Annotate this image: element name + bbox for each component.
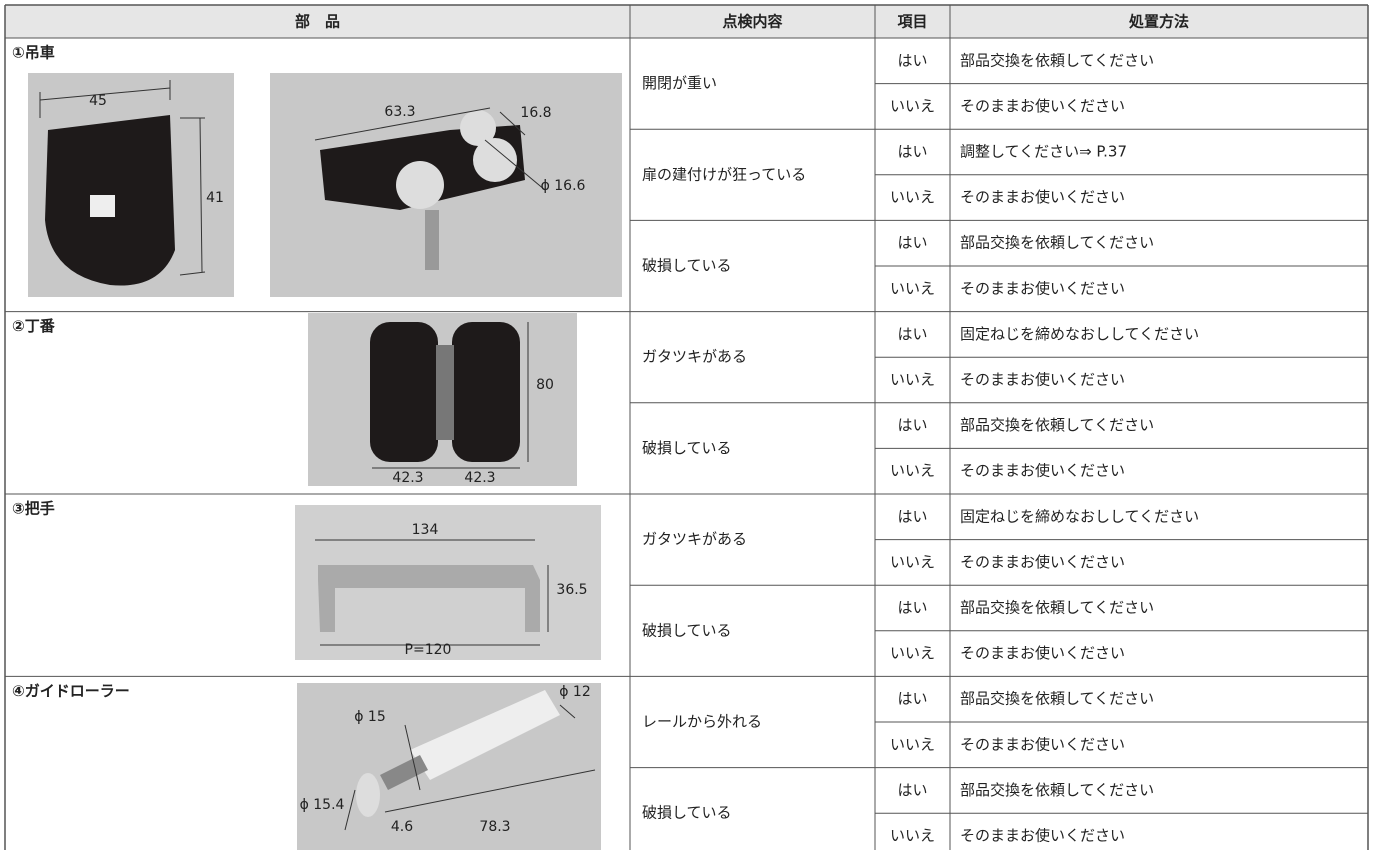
method-cell: そのままお使いください (960, 371, 1125, 389)
item-cell: はい (897, 325, 927, 343)
method-cell: 部品交換を依頼してください (960, 416, 1154, 434)
method-cell: そのままお使いください (960, 97, 1125, 115)
item-cell: いいえ (890, 188, 935, 206)
part-name: ②丁番 (12, 317, 56, 335)
check-content: 破損している (642, 804, 732, 822)
dimension-label: P=120 (405, 642, 452, 658)
check-content: ガタツキがある (642, 348, 747, 366)
method-cell: そのままお使いください (960, 827, 1125, 845)
method-cell: そのままお使いください (960, 644, 1125, 662)
method-cell: 部品交換を依頼してください (960, 234, 1154, 252)
part-name: ①吊車 (12, 44, 55, 62)
image-hinge: 80 42.3 42.3 (308, 313, 577, 486)
dimension-label: 63.3 (384, 104, 415, 120)
image-handle: 134 36.5 P=120 (295, 505, 601, 660)
dimension-label: ϕ 15.4 (300, 797, 345, 813)
method-cell: 調整してください⇒ P.37 (960, 143, 1127, 161)
item-cell: いいえ (890, 827, 935, 845)
item-cell: いいえ (890, 97, 935, 115)
dimension-label: ϕ 12 (559, 684, 591, 700)
dimension-label: 4.6 (391, 819, 413, 835)
method-cell: 部品交換を依頼してください (960, 781, 1154, 799)
dimension-label: 42.3 (464, 470, 495, 486)
item-cell: いいえ (890, 735, 935, 753)
method-cell: 部品交換を依頼してください (960, 690, 1154, 708)
dimension-label: 134 (412, 522, 439, 538)
item-cell: はい (897, 143, 927, 161)
method-cell: 固定ねじを締めなおししてください (960, 507, 1199, 525)
item-cell: いいえ (890, 371, 935, 389)
dimension-label: 41 (206, 190, 224, 206)
item-cell: はい (897, 599, 927, 617)
method-cell: そのままお使いください (960, 279, 1125, 297)
header-cell: 点検内容 (722, 13, 782, 31)
check-content: 破損している (642, 621, 732, 639)
method-cell: 固定ねじを締めなおししてください (960, 325, 1199, 343)
image-guide-roller: ϕ 12 ϕ 15 ϕ 15.4 4.6 78.3 (297, 683, 601, 850)
image-hanger-2: 63.3 16.8 ϕ 16.6 (270, 73, 622, 297)
method-cell: そのままお使いください (960, 553, 1125, 571)
header-cell: 項目 (897, 13, 927, 31)
check-content: 開閉が重い (642, 74, 717, 92)
item-cell: はい (897, 416, 927, 434)
item-cell: いいえ (890, 279, 935, 297)
header-bg (5, 5, 1368, 38)
item-cell: いいえ (890, 462, 935, 480)
dimension-label: 42.3 (392, 470, 423, 486)
item-cell: はい (897, 507, 927, 525)
part-name: ③把手 (12, 500, 55, 518)
dimension-label: ϕ 16.6 (541, 178, 586, 194)
dimension-label: 45 (89, 93, 107, 109)
dimension-label: 16.8 (520, 105, 551, 121)
check-content: 破損している (642, 257, 732, 275)
header-cell: 部 品 (295, 13, 340, 31)
method-cell: 部品交換を依頼してください (960, 599, 1154, 617)
dimension-label: 36.5 (556, 582, 587, 598)
item-cell: はい (897, 781, 927, 799)
dimension-label: 80 (536, 377, 554, 393)
check-content: レールから外れる (642, 713, 762, 731)
item-cell: はい (897, 51, 927, 69)
part-name: ④ガイドローラー (12, 682, 130, 700)
check-content: 破損している (642, 439, 732, 457)
method-cell: そのままお使いください (960, 462, 1125, 480)
method-cell: そのままお使いください (960, 735, 1125, 753)
item-cell: はい (897, 234, 927, 252)
item-cell: はい (897, 690, 927, 708)
dimension-label: ϕ 15 (354, 709, 386, 725)
image-hanger-1: 45 41 (28, 73, 234, 297)
method-cell: そのままお使いください (960, 188, 1125, 206)
method-cell: 部品交換を依頼してください (960, 51, 1154, 69)
item-cell: いいえ (890, 553, 935, 571)
item-cell: いいえ (890, 644, 935, 662)
dimension-label: 78.3 (479, 819, 510, 835)
check-content: ガタツキがある (642, 530, 747, 548)
check-content: 扉の建付けが狂っている (642, 165, 806, 183)
header-cell: 処置方法 (1128, 13, 1189, 31)
